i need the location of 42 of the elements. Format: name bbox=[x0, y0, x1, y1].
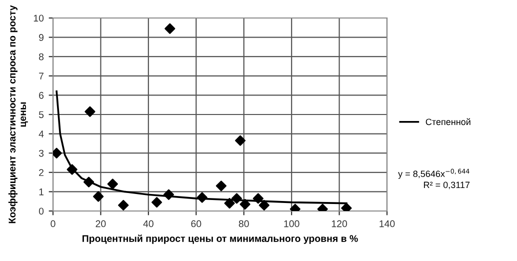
point bbox=[164, 23, 176, 34]
point bbox=[196, 192, 208, 203]
y-axis-title: Коэффициент эластичности спроса по росту цены bbox=[8, 5, 28, 224]
x-tick-label: 0 bbox=[50, 220, 56, 228]
text: R² = 0,3117 bbox=[424, 182, 470, 190]
y-tick-label: 5 bbox=[38, 111, 44, 118]
point bbox=[224, 198, 235, 209]
text: y = 8,5646x$^{−0,644}$ bbox=[398, 168, 470, 179]
x-tick-label: 40 bbox=[143, 220, 154, 228]
point bbox=[216, 180, 226, 192]
legend-label: Степенной bbox=[426, 118, 470, 126]
y-tick-label: 7 bbox=[39, 72, 44, 80]
point bbox=[231, 193, 242, 204]
x-tick-label: 80 bbox=[238, 220, 249, 228]
y-tick-label: 4 bbox=[38, 130, 44, 138]
y-tick-label: 0 bbox=[38, 208, 44, 215]
y-tick-label: 1 bbox=[39, 188, 44, 196]
x-tick-label: 20 bbox=[96, 220, 106, 228]
point bbox=[341, 202, 352, 211]
point bbox=[118, 200, 129, 211]
x-tick-label: 60 bbox=[191, 220, 202, 228]
y-tick-label: 2 bbox=[39, 169, 44, 176]
y-tick-label: 9 bbox=[39, 34, 44, 41]
x-tick-label: 140 bbox=[380, 220, 395, 228]
y-tick-label: 8 bbox=[38, 53, 44, 60]
point bbox=[151, 197, 162, 208]
y-tick-label: 3 bbox=[38, 150, 44, 157]
point bbox=[258, 200, 270, 211]
point bbox=[163, 189, 174, 200]
point bbox=[240, 198, 250, 210]
point bbox=[234, 135, 246, 146]
x-tick-label: 100 bbox=[284, 220, 300, 228]
x-tick-label: 120 bbox=[332, 220, 348, 228]
point bbox=[252, 193, 264, 204]
point bbox=[107, 178, 118, 190]
point bbox=[83, 176, 94, 188]
point bbox=[84, 106, 96, 117]
y-tick-label: 6 bbox=[39, 92, 44, 99]
y-tick-label: 10 bbox=[34, 14, 44, 22]
point bbox=[66, 164, 78, 175]
point bbox=[93, 191, 104, 202]
x-axis-title: Процентный прирост цены от минимального уровня в % bbox=[82, 234, 358, 244]
